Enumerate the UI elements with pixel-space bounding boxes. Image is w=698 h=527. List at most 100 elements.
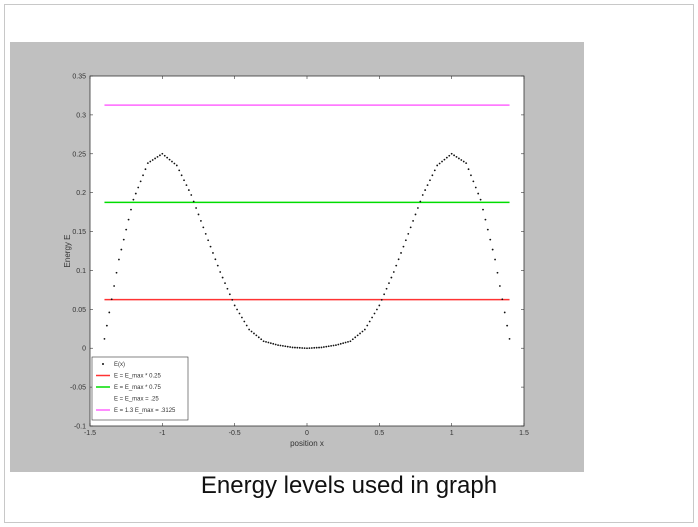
curve-point xyxy=(322,346,325,348)
curve-point xyxy=(395,264,398,267)
x-axis-label: position x xyxy=(290,439,324,448)
curve-point xyxy=(421,194,424,196)
curve-point xyxy=(308,347,311,349)
curve-point xyxy=(344,341,347,344)
curve-point xyxy=(279,344,282,347)
curve-point xyxy=(458,157,460,160)
curve-point xyxy=(303,347,306,349)
x-axis-ticks: -1.5 -1 -0.5 0 0.5 1 1.5 xyxy=(84,76,529,437)
curve-point xyxy=(171,160,173,163)
curve-point xyxy=(163,154,166,157)
curve-point xyxy=(243,320,246,323)
curve-point xyxy=(190,194,193,196)
curve-point xyxy=(272,342,275,345)
curve-point xyxy=(359,332,361,335)
curve-point xyxy=(161,152,164,155)
curve-point xyxy=(498,285,501,287)
curve-point xyxy=(168,158,171,161)
curve-point xyxy=(506,324,509,327)
y-tick-label: 0.25 xyxy=(72,151,86,158)
curve-point xyxy=(477,192,480,195)
curve-point xyxy=(417,207,419,209)
y-tick-label: 0.35 xyxy=(72,74,86,81)
curve-point xyxy=(122,238,125,241)
curve-point xyxy=(470,174,472,177)
curve-point xyxy=(149,160,152,163)
curve-point xyxy=(291,346,294,349)
curve-point xyxy=(284,345,287,348)
curve-point xyxy=(253,332,255,335)
curve-point xyxy=(414,213,417,216)
curve-point xyxy=(465,162,468,165)
curve-point xyxy=(226,287,229,290)
curve-point xyxy=(236,308,238,311)
curve-point xyxy=(296,346,299,349)
curve-point xyxy=(219,271,222,273)
curve-point xyxy=(289,346,292,348)
curve-point xyxy=(494,258,496,261)
curve-point xyxy=(301,347,304,349)
curve-point xyxy=(450,152,453,155)
x-tick-label: 1 xyxy=(450,430,454,437)
curve-point xyxy=(486,228,489,231)
curve-point xyxy=(332,344,335,347)
y-tick-label: -0.05 xyxy=(70,385,86,392)
curve-point xyxy=(436,164,439,167)
curve-point xyxy=(245,324,248,327)
curve-point xyxy=(339,342,342,345)
x-tick-label: 0.5 xyxy=(374,430,384,437)
legend-label-3: E = E_max = .25 xyxy=(114,397,159,403)
curve-point xyxy=(351,338,354,341)
curve-point xyxy=(214,258,217,261)
curve-point xyxy=(363,328,366,331)
curve-point xyxy=(146,162,149,165)
curve-point xyxy=(178,169,181,172)
curve-point xyxy=(248,328,251,331)
curve-point xyxy=(212,252,214,254)
curve-point xyxy=(496,271,499,274)
curve-point xyxy=(404,239,407,242)
curve-point xyxy=(269,342,272,345)
curve-point xyxy=(286,345,289,348)
curve-point xyxy=(462,160,465,163)
curve-point xyxy=(448,154,451,157)
curve-point xyxy=(195,207,197,209)
y-tick-label: 0 xyxy=(82,346,86,353)
curve-point xyxy=(110,298,113,301)
curve-point xyxy=(342,342,345,345)
curve-point xyxy=(426,184,429,187)
curve-point xyxy=(390,276,393,279)
curve-point xyxy=(260,338,263,341)
legend-label-0: E(x) xyxy=(114,362,125,368)
curve-point xyxy=(137,186,140,189)
curve-point xyxy=(419,200,422,203)
curve-point xyxy=(392,271,395,273)
x-tick-label: -0.5 xyxy=(229,430,241,437)
curve-point xyxy=(151,159,154,161)
curve-point xyxy=(267,341,270,344)
y-axis-label: Energy E xyxy=(63,235,72,268)
curve-point xyxy=(166,156,169,159)
y-tick-label: 0.3 xyxy=(76,112,86,119)
curve-point xyxy=(142,174,144,177)
curve-point xyxy=(400,252,402,254)
curve-point xyxy=(221,276,224,279)
curve-point xyxy=(115,271,118,274)
curve-point xyxy=(185,184,188,187)
curve-point xyxy=(154,157,157,160)
curve-point xyxy=(501,298,504,301)
curve-point xyxy=(175,164,178,167)
curve-point xyxy=(233,304,236,307)
curve-point xyxy=(489,238,492,241)
curve-point xyxy=(412,220,414,222)
curve-point xyxy=(228,293,231,296)
curve-point xyxy=(134,192,137,195)
curve-point xyxy=(173,162,176,165)
curve-point xyxy=(139,180,142,183)
x-tick-label: 0 xyxy=(305,430,309,437)
curve-point xyxy=(202,226,205,229)
curve-point xyxy=(294,346,296,349)
curve-point xyxy=(118,258,120,261)
curve-point xyxy=(320,346,323,349)
curve-point xyxy=(482,208,484,211)
